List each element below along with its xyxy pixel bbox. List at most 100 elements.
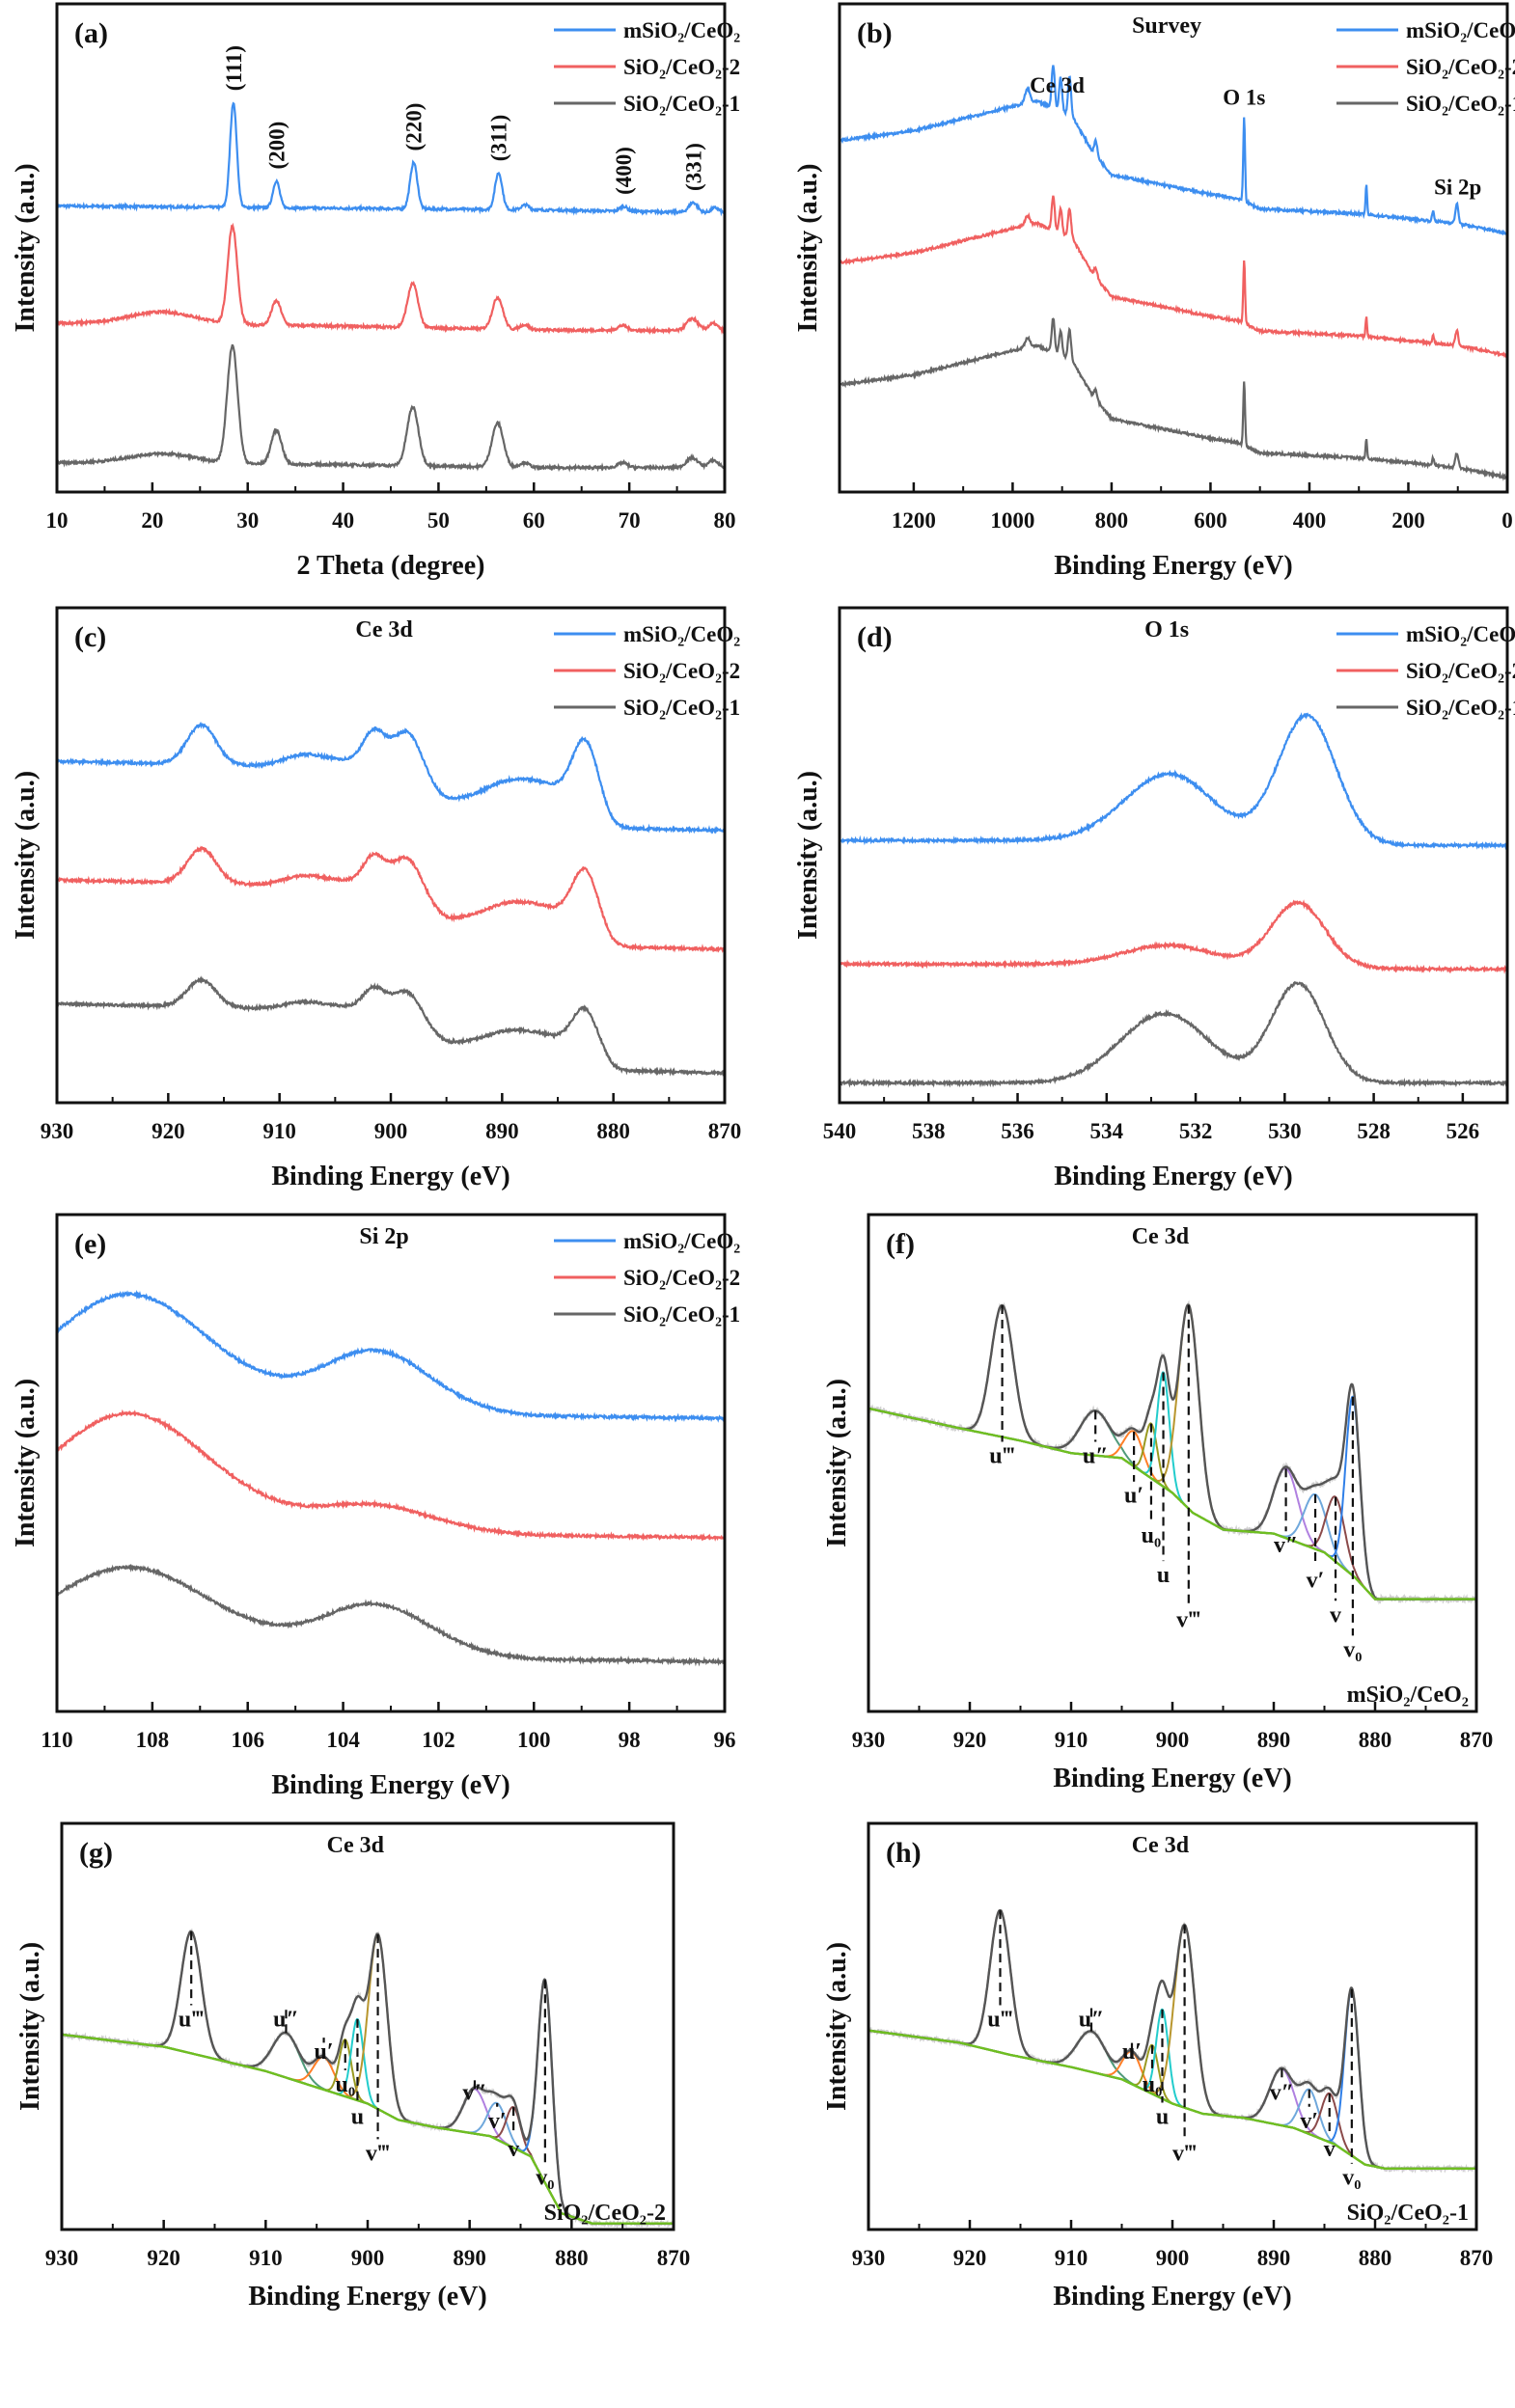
plot-area — [868, 1300, 1476, 1605]
component-peak-2 — [62, 2033, 674, 2225]
x-tick-label: 890 — [485, 1119, 519, 1143]
x-tick-label: 106 — [231, 1728, 264, 1752]
component-label: u′ — [1124, 1484, 1143, 1509]
x-tick-label: 930 — [45, 2246, 79, 2270]
x-tick-label: 870 — [657, 2246, 691, 2270]
x-tick-label: 900 — [374, 1119, 408, 1143]
panel-c: mSiO₂/CeO₂ SiO₂/CeO₂-2 SiO₂/CeO₂-1 930 920 91… — [11, 606, 741, 1191]
panel-label: (d) — [857, 621, 893, 653]
plot-frame — [60, 1821, 675, 2231]
panel-label: (a) — [74, 17, 108, 49]
panel-title: Ce 3d — [1132, 1224, 1190, 1249]
component-label: u‴ — [987, 2008, 1013, 2033]
x-tick-label: 528 — [1357, 1119, 1391, 1143]
component-label: u — [351, 2105, 364, 2130]
y-axis-label: Intensity (a.u.) — [793, 771, 823, 940]
legend-label-2: SiO₂/CeO₂-1 — [1406, 92, 1515, 116]
legend-label-1: SiO₂/CeO₂-2 — [623, 1266, 740, 1290]
component-label: v′ — [1307, 1568, 1325, 1593]
component-peak-4 — [868, 1371, 1476, 1601]
panel-e: mSiO₂/CeO₂ SiO₂/CeO₂-2 SiO₂/CeO₂-1 110 108 10… — [11, 1213, 740, 1800]
x-tick-label: 538 — [912, 1119, 946, 1143]
x-tick-label: 920 — [152, 1119, 185, 1143]
x-tick-label: 910 — [1055, 1728, 1088, 1752]
x-tick-label: 400 — [1293, 508, 1327, 533]
series-line-0 — [57, 721, 725, 835]
x-axis-label: Binding Energy (eV) — [248, 2282, 486, 2312]
x-axis-label: Binding Energy (eV) — [1054, 1162, 1292, 1191]
panel-title: Survey — [1132, 14, 1201, 39]
component-peak-6 — [62, 2033, 674, 2225]
x-tick-label: 890 — [453, 2246, 486, 2270]
x-tick-label: 98 — [619, 1728, 641, 1752]
raw-data-line — [868, 1909, 1476, 2174]
component-peak-4 — [62, 2017, 674, 2225]
legend-label-0: mSiO₂/CeO₂ — [1406, 18, 1515, 42]
fit-envelope-line — [868, 1908, 1476, 2170]
x-tick-label: 110 — [41, 1728, 72, 1752]
component-label: u′ — [1122, 2039, 1142, 2065]
x-tick-label: 96 — [714, 1728, 736, 1752]
x-tick-label: 40 — [332, 508, 354, 533]
plot-area — [57, 101, 725, 473]
plot-area — [62, 1929, 674, 2230]
x-tick-label: 100 — [517, 1728, 551, 1752]
sample-label: SiO₂/CeO₂-1 — [1347, 2201, 1469, 2226]
component-label: v‴ — [366, 2141, 390, 2166]
component-label: v — [1330, 1602, 1341, 1628]
x-tick-label: 10 — [46, 508, 69, 533]
x-tick-label: 930 — [41, 1119, 74, 1143]
series-line-0 — [840, 712, 1507, 851]
y-axis-label: Intensity (a.u.) — [822, 1942, 852, 2111]
series-line-2 — [57, 343, 725, 473]
y-axis-label: Intensity (a.u.) — [11, 1379, 41, 1547]
component-label: u‴ — [179, 2008, 205, 2033]
x-tick-label: 900 — [351, 2246, 385, 2270]
y-axis-label: Intensity (a.u.) — [11, 771, 41, 940]
legend-label-1: SiO₂/CeO₂-2 — [1406, 55, 1515, 79]
x-axis-label: Binding Energy (eV) — [1053, 1764, 1291, 1793]
component-label: u — [1156, 2105, 1169, 2130]
peak-annotation: O 1s — [1223, 85, 1265, 109]
x-tick-label: 534 — [1090, 1119, 1124, 1143]
x-tick-label: 930 — [852, 1728, 886, 1752]
panel-label: (h) — [886, 1837, 922, 1869]
component-label: v′ — [488, 2109, 507, 2134]
component-label: v″ — [462, 2080, 486, 2105]
x-tick-label: 80 — [714, 508, 736, 533]
x-tick-label: 1200 — [892, 508, 936, 533]
panel-label: (e) — [74, 1228, 106, 1260]
x-tick-label: 920 — [953, 1728, 987, 1752]
component-label: v₀ — [536, 2166, 554, 2191]
component-label: v″ — [1274, 1533, 1298, 1558]
plot-area — [840, 712, 1507, 1088]
component-label: u — [1157, 1563, 1170, 1588]
panel-d: mSiO₂/CeO₂ SiO₂/CeO₂-2 SiO₂/CeO₂-1 540 538 53… — [793, 606, 1515, 1191]
panel-label: (f) — [886, 1228, 915, 1260]
x-tick-label: 920 — [953, 2246, 987, 2270]
sample-label: SiO₂/CeO₂-2 — [544, 2201, 666, 2226]
series-line-1 — [57, 845, 725, 953]
component-peak-8 — [62, 2033, 674, 2225]
component-peak-5 — [868, 1924, 1476, 2170]
x-tick-label: 540 — [823, 1119, 857, 1143]
x-tick-label: 890 — [1257, 1728, 1291, 1752]
series-line-1 — [57, 222, 725, 336]
legend-label-2: SiO₂/CeO₂-1 — [623, 696, 740, 720]
component-label: u‴ — [989, 1444, 1015, 1469]
x-tick-label: 930 — [852, 2246, 886, 2270]
component-label: u′ — [315, 2039, 334, 2065]
plot-area — [868, 1908, 1476, 2174]
series-line-0 — [840, 65, 1507, 236]
component-label: v — [508, 2137, 519, 2162]
legend-label-1: SiO₂/CeO₂-2 — [623, 55, 740, 79]
x-axis-label: 2 Theta (degree) — [297, 551, 485, 581]
x-axis-label: Binding Energy (eV) — [271, 1770, 510, 1800]
x-tick-label: 920 — [147, 2246, 180, 2270]
x-axis-label: Binding Energy (eV) — [1053, 2282, 1291, 2312]
series-line-2 — [840, 317, 1507, 481]
x-tick-label: 108 — [136, 1728, 170, 1752]
x-tick-label: 530 — [1268, 1119, 1302, 1143]
peak-annotation: Ce 3d — [1030, 73, 1085, 97]
plot-area — [840, 65, 1507, 481]
